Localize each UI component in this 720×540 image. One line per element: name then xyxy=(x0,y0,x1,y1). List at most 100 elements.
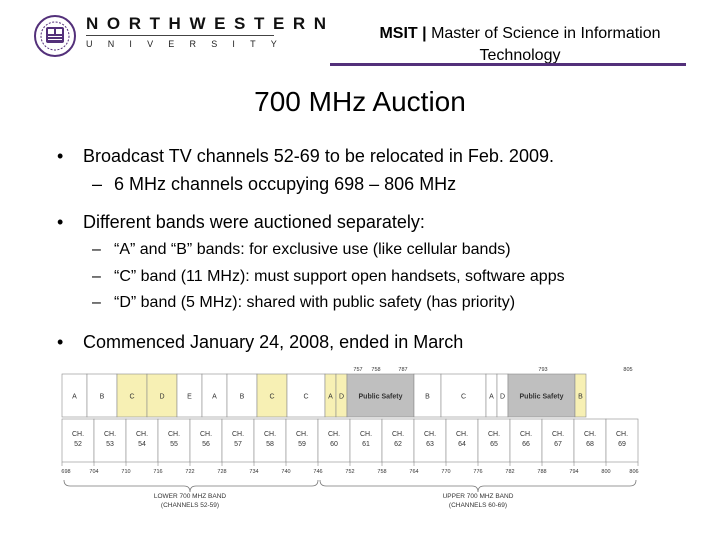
freq-label-bottom: 782 xyxy=(505,469,514,475)
channel-cell xyxy=(253,418,287,463)
freq-label-bottom: 764 xyxy=(409,469,418,475)
subitem-marker: – xyxy=(92,294,101,311)
channel-cell xyxy=(349,418,383,463)
freq-label-bottom: 746 xyxy=(313,469,322,475)
channel-prefix: CH. xyxy=(616,431,628,438)
channel-number: 68 xyxy=(586,441,594,448)
channel-cell xyxy=(317,418,351,463)
channel-number: 53 xyxy=(106,441,114,448)
band-cell xyxy=(146,373,178,418)
band-cell xyxy=(256,373,288,418)
channel-number: 58 xyxy=(266,441,274,448)
bullet-marker: • xyxy=(57,212,64,232)
channel-number: 65 xyxy=(490,441,498,448)
freq-label-bottom: 800 xyxy=(601,469,610,475)
channel-cell xyxy=(157,418,191,463)
freq-label-bottom: 758 xyxy=(377,469,386,475)
subitem-marker: – xyxy=(92,174,103,194)
freq-label-bottom: 704 xyxy=(89,469,98,475)
channel-cell xyxy=(445,418,479,463)
slide-title: 700 MHz Auction xyxy=(254,86,466,117)
band-label: B xyxy=(425,394,430,401)
band-label: A xyxy=(489,394,494,401)
band-label: A xyxy=(212,394,217,401)
bullet-1-subitem-1-text: 6 MHz channels occupying 698 – 806 MHz xyxy=(114,174,457,194)
freq-label-bottom: 776 xyxy=(473,469,482,475)
program-name-line1: Master of Science in Information xyxy=(431,25,661,42)
channel-number: 62 xyxy=(394,441,402,448)
bullet-3: • Commenced January 24, 2008, ended in Ma… xyxy=(57,332,463,353)
band-plan-diagram: A B C D E A B C C A D Public Safety B C A D Public Safet… xyxy=(58,364,642,512)
bullet-marker: • xyxy=(57,332,64,352)
channel-cell xyxy=(573,418,607,463)
freq-label-top: 805 xyxy=(623,367,632,373)
program-separator: | xyxy=(422,25,427,42)
band-label: Public Safety xyxy=(359,394,403,401)
band-label: E xyxy=(187,394,192,401)
freq-label-bottom: 710 xyxy=(121,469,130,475)
freq-label-bottom: 752 xyxy=(345,469,354,475)
band-label: B xyxy=(578,394,583,401)
channel-prefix: CH. xyxy=(488,431,500,438)
subitem-marker: – xyxy=(92,268,101,285)
bullet-2-subitem-1-text: “A” and “B” bands: for exclusive use (li… xyxy=(114,241,511,258)
bullet-2-text: Different bands were auctioned separatel… xyxy=(83,212,425,232)
channel-prefix: CH. xyxy=(552,431,564,438)
program-title: MSIT | Master of Science in Information … xyxy=(340,23,700,67)
band-cell xyxy=(116,373,148,418)
band-plan-svg: A B C D E A B C C A D Public Safety B C A D Public Safet… xyxy=(61,367,639,509)
band-label: B xyxy=(240,394,245,401)
logo-wordmark-bottom: UNIVERSITY xyxy=(86,39,293,49)
bullet-2: • Different bands were auctioned separate… xyxy=(57,212,425,233)
channel-cell xyxy=(189,418,223,463)
freq-label-top: 757 xyxy=(353,367,362,373)
band-cell xyxy=(574,373,587,418)
freq-label-bottom: 728 xyxy=(217,469,226,475)
logo-wordmark-top: NORTHWESTERN xyxy=(86,14,335,33)
channel-number: 67 xyxy=(554,441,562,448)
band-label: A xyxy=(328,394,333,401)
channel-number: 56 xyxy=(202,441,210,448)
bullet-3-text: Commenced January 24, 2008, ended in Mar… xyxy=(83,332,464,352)
freq-label-bottom: 716 xyxy=(153,469,162,475)
channel-prefix: CH. xyxy=(520,431,532,438)
channel-prefix: CH. xyxy=(584,431,596,438)
channel-cell xyxy=(605,418,639,463)
band-cell xyxy=(226,373,258,418)
freq-label-bottom: 788 xyxy=(537,469,546,475)
band-cell xyxy=(507,373,576,418)
header-accent-bar xyxy=(330,63,686,66)
program-abbrev: MSIT xyxy=(379,25,418,42)
channel-cell xyxy=(381,418,415,463)
channel-prefix: CH. xyxy=(200,431,212,438)
channel-prefix: CH. xyxy=(424,431,436,438)
channel-cell xyxy=(61,418,95,463)
band-cell xyxy=(61,373,88,418)
channel-number: 66 xyxy=(522,441,530,448)
channel-number: 52 xyxy=(74,441,82,448)
upper-band-brace xyxy=(319,479,637,493)
freq-label-top: 793 xyxy=(538,367,547,373)
upper-band-label-line1: UPPER 700 MHZ BAND xyxy=(443,493,514,500)
band-cell xyxy=(286,373,326,418)
bullet-2-subitem-2: – “C” band (11 MHz): must support open ha… xyxy=(92,268,565,286)
freq-label-bottom: 734 xyxy=(249,469,258,475)
band-cell xyxy=(413,373,442,418)
channel-prefix: CH. xyxy=(232,431,244,438)
channel-number: 57 xyxy=(234,441,242,448)
channel-number: 60 xyxy=(330,441,338,448)
channel-number: 55 xyxy=(170,441,178,448)
band-cell xyxy=(176,373,203,418)
channel-number: 69 xyxy=(618,441,626,448)
band-label: D xyxy=(500,394,505,401)
channel-prefix: CH. xyxy=(104,431,116,438)
bullet-2-subitem-3: – “D” band (5 MHz): shared with public sa… xyxy=(92,294,515,312)
freq-label-bottom: 698 xyxy=(61,469,70,475)
channel-prefix: CH. xyxy=(264,431,276,438)
channel-cell xyxy=(477,418,511,463)
freq-label-bottom: 740 xyxy=(281,469,290,475)
band-label: D xyxy=(339,394,344,401)
channel-prefix: CH. xyxy=(168,431,180,438)
program-name-line2: Technology xyxy=(479,47,561,64)
freq-label-bottom: 794 xyxy=(569,469,578,475)
